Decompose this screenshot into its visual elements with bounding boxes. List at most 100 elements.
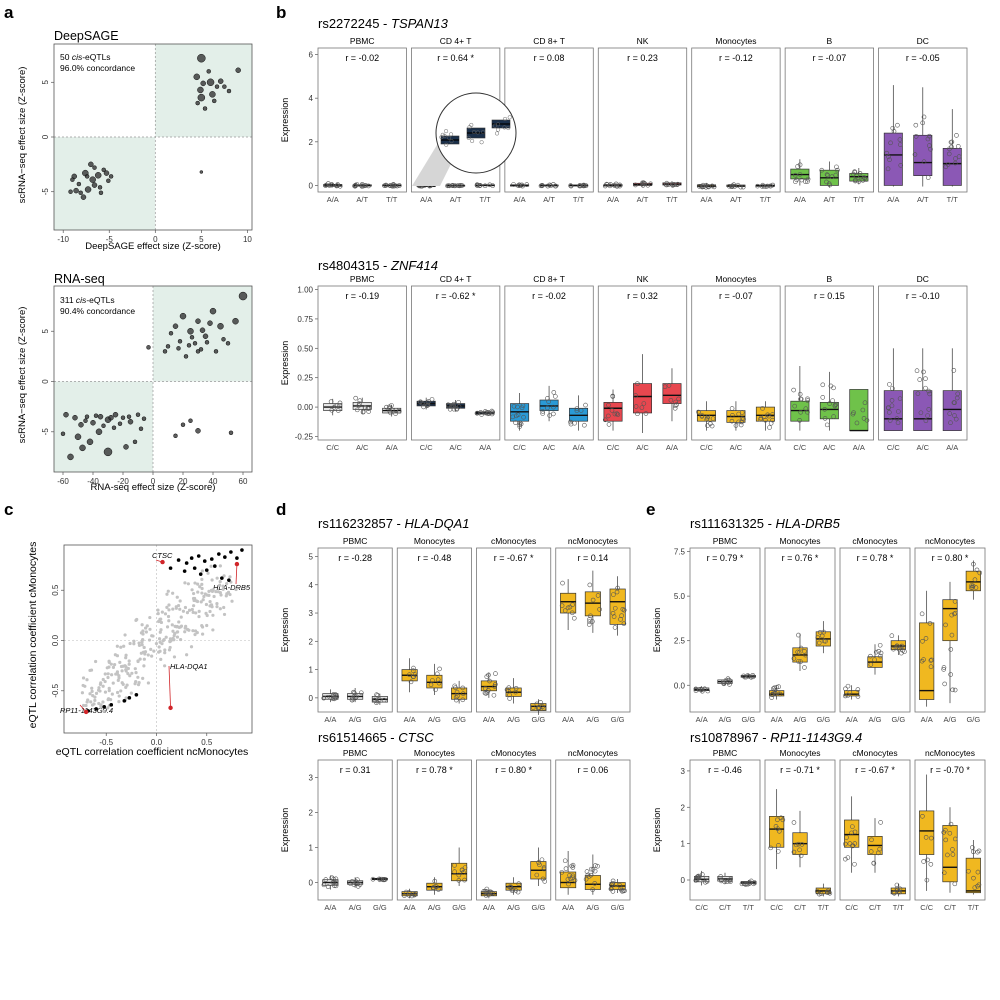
- sample-point: [854, 420, 860, 426]
- correlation-scatter: eQTL correlation coefficient cMonocytes …: [27, 542, 253, 758]
- sample-point: [389, 183, 395, 189]
- y-tick-label: 1.00: [297, 286, 313, 295]
- background-point: [221, 587, 225, 591]
- sample-point: [768, 183, 774, 189]
- sample-point: [515, 404, 520, 410]
- sample-point: [704, 415, 710, 421]
- sample-point: [897, 396, 903, 401]
- sample-point: [397, 183, 402, 188]
- data-point: [91, 182, 98, 188]
- genotype-label: A/A: [607, 195, 619, 204]
- background-point: [196, 582, 200, 586]
- background-point: [157, 637, 162, 641]
- significant-point: [220, 576, 224, 580]
- sample-point: [516, 881, 522, 887]
- sample-point: [568, 183, 573, 188]
- sample-point: [843, 693, 848, 699]
- background-point: [158, 640, 162, 644]
- sample-point: [562, 608, 568, 613]
- sample-point: [538, 700, 543, 705]
- background-point: [159, 628, 163, 632]
- data-point: [222, 84, 227, 89]
- box: [913, 134, 933, 176]
- sample-point: [868, 849, 874, 854]
- sample-point: [896, 409, 901, 414]
- genotype-label: A/C: [917, 443, 930, 452]
- background-point: [141, 632, 145, 636]
- rp11-boxplots: rs10878967 - RP11-1143G9.4 Expression 0 1 2 3…: [652, 730, 986, 912]
- background-point: [103, 672, 107, 676]
- sample-point: [776, 843, 781, 848]
- data-point: [199, 327, 206, 333]
- sample-point: [733, 423, 739, 428]
- background-point: [103, 679, 107, 684]
- y-axis-label: Expression: [280, 341, 290, 386]
- y-axis-label: Expression: [652, 808, 662, 853]
- y-tick-label: -5: [41, 188, 50, 196]
- group-title: rs10878967 - RP11-1143G9.4: [690, 730, 862, 745]
- sample-point: [917, 377, 923, 382]
- background-point: [149, 647, 153, 651]
- sample-point: [919, 611, 925, 617]
- sample-point: [775, 826, 780, 832]
- zoom-sample-point: [439, 135, 444, 140]
- background-point: [205, 623, 209, 628]
- sample-point: [675, 181, 681, 187]
- sample-point: [492, 684, 497, 689]
- genotype-label: A/A: [562, 903, 574, 912]
- sample-point: [511, 182, 516, 187]
- sample-point: [760, 406, 765, 411]
- genotype-label: A/G: [428, 903, 441, 912]
- y-tick-label: 5.0: [674, 592, 686, 601]
- sample-point: [460, 685, 466, 691]
- sample-point: [739, 410, 745, 415]
- genotype-label: A/G: [869, 715, 882, 724]
- sample-point: [428, 682, 434, 688]
- genotype-label: A/C: [730, 443, 743, 452]
- sample-point: [798, 853, 804, 859]
- box: [919, 810, 935, 855]
- background-point: [165, 605, 169, 609]
- sample-point: [820, 395, 826, 400]
- background-point: [142, 664, 146, 668]
- sample-point: [950, 852, 956, 857]
- background-point: [101, 677, 105, 682]
- sample-point: [484, 674, 490, 679]
- x-tick-label: -10: [57, 235, 69, 244]
- data-point: [209, 91, 216, 98]
- sample-point: [862, 176, 867, 181]
- facet-name: ncMonocytes: [925, 536, 975, 546]
- y-tick-label: 5: [41, 80, 50, 85]
- sample-point: [822, 406, 828, 412]
- sample-point: [411, 665, 416, 671]
- sample-point: [403, 889, 409, 895]
- sample-point: [567, 873, 572, 878]
- data-point: [197, 93, 206, 102]
- data-point: [179, 312, 187, 320]
- y-tick-label: 2: [309, 809, 314, 818]
- background-point: [154, 641, 159, 646]
- sample-point: [770, 182, 776, 188]
- background-point: [209, 564, 213, 568]
- facet-panel: [317, 285, 407, 441]
- background-point: [119, 689, 123, 693]
- sample-point: [585, 872, 591, 878]
- background-point: [200, 586, 204, 591]
- x-tick-label: -0.5: [99, 738, 113, 747]
- data-point: [195, 428, 201, 434]
- data-point: [217, 78, 224, 84]
- background-point: [215, 576, 219, 580]
- background-point: [200, 569, 204, 573]
- background-point: [165, 625, 170, 629]
- background-point: [179, 615, 183, 619]
- sample-point: [793, 179, 798, 184]
- sample-point: [546, 399, 551, 404]
- background-point: [120, 669, 124, 673]
- data-point: [93, 413, 99, 418]
- data-point: [165, 344, 171, 349]
- sample-point: [920, 120, 925, 126]
- sample-point: [895, 122, 900, 128]
- sample-point: [704, 879, 710, 884]
- x-tick-label: -5: [106, 235, 114, 244]
- facet-name: ncMonocytes: [925, 748, 975, 758]
